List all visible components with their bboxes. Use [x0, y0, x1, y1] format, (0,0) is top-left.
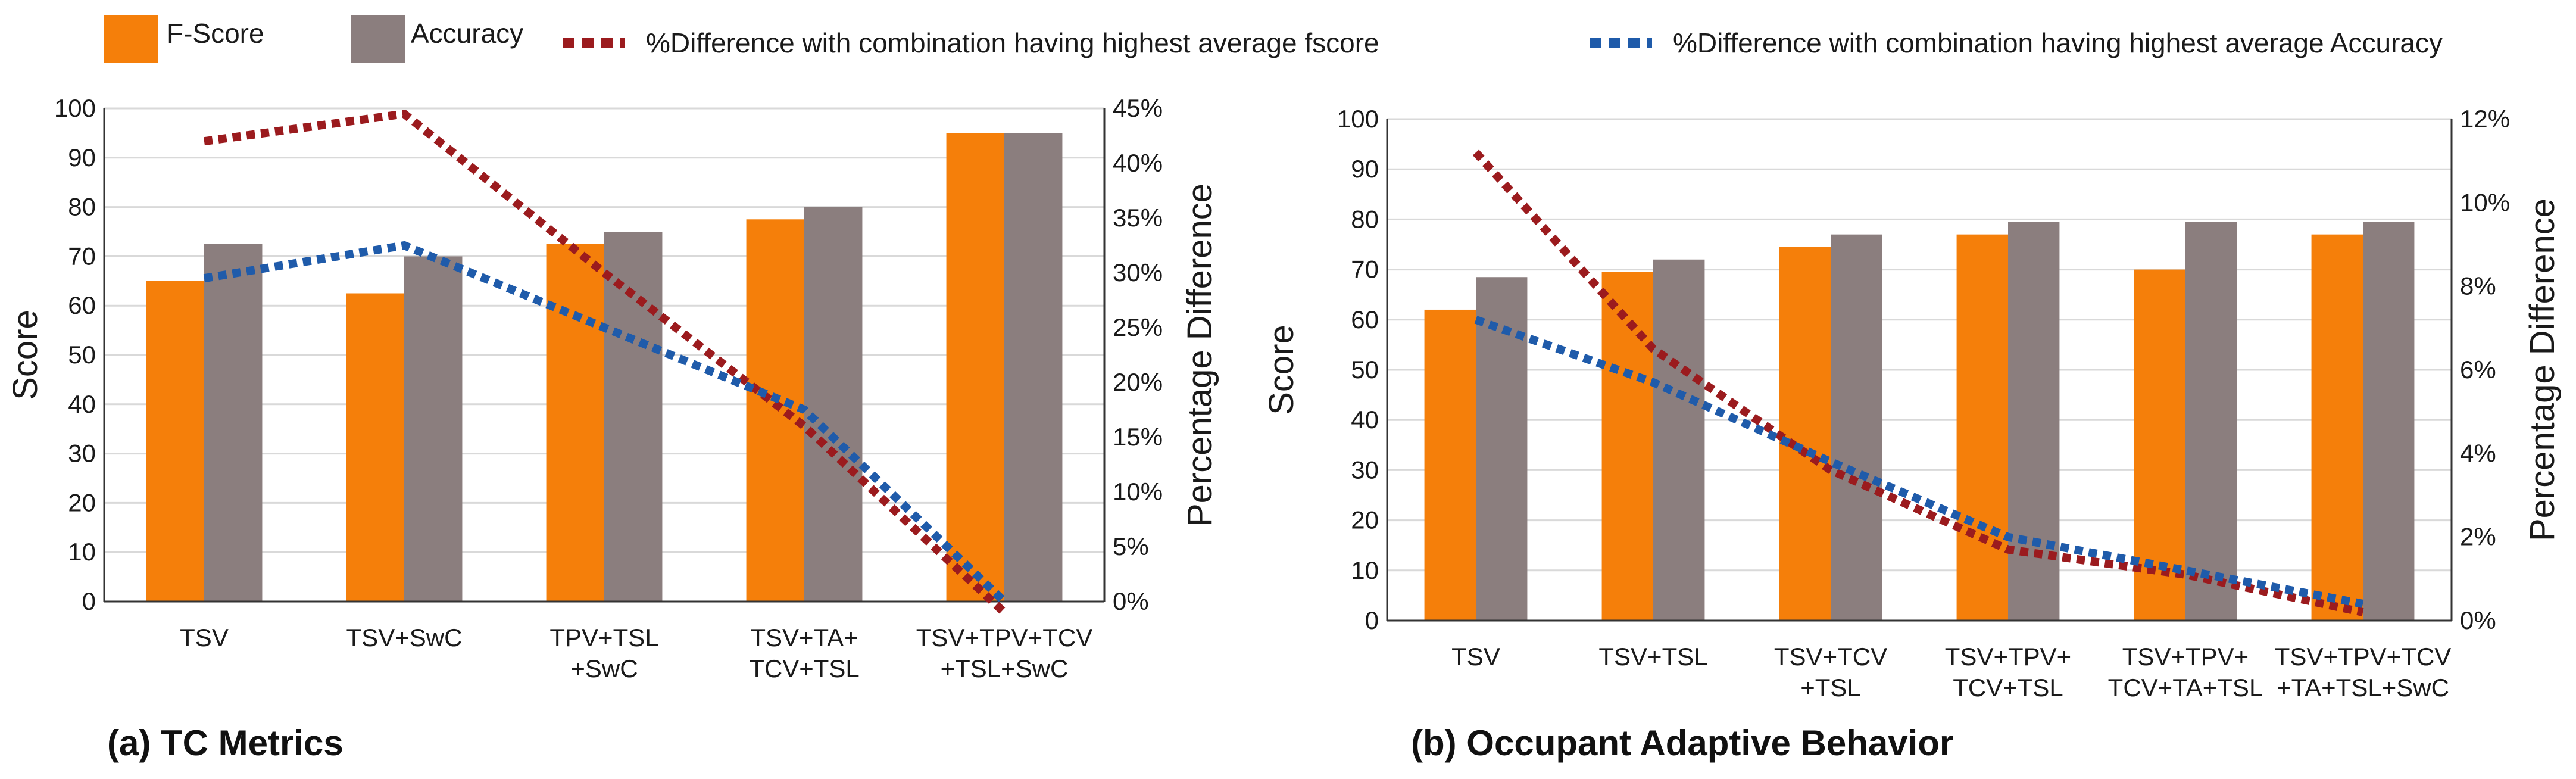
x-category-label: TCV+TSL	[749, 655, 860, 683]
bar-fscore	[1601, 272, 1653, 621]
bar-fscore	[346, 293, 404, 602]
y2-tick-label: 10%	[1113, 478, 1163, 506]
line-diff-accuracy	[203, 241, 1007, 605]
y2-tick-label: 2%	[2460, 523, 2496, 551]
legend-accuracy-label: Accuracy	[411, 18, 523, 49]
x-category-label: TSV+TSL	[1598, 643, 1707, 671]
y-tick-label: 0	[1365, 606, 1379, 634]
y-tick-label: 10	[68, 538, 96, 566]
x-category-label: TCV+TSL	[1953, 674, 2063, 702]
y-tick-label: 10	[1351, 556, 1379, 584]
bar-accuracy	[404, 256, 463, 602]
y-axis-title: Score	[1262, 325, 1301, 415]
legend-fscore-label: F-Score	[167, 18, 264, 49]
chart-occupant-adaptive-behavior: 0 10 20 30 40 50 60 70 80 90 100 0% 2% 4% 6% 8% 10% 12% TS…	[1262, 105, 2562, 702]
y2-tick-label: 40%	[1113, 149, 1163, 177]
bar-fscore	[546, 244, 604, 602]
y-tick-label: 90	[68, 144, 96, 172]
y-tick-label: 80	[1351, 205, 1379, 233]
y-tick-label: 100	[1337, 105, 1379, 133]
line-diff-accuracy	[1474, 316, 2364, 608]
y2-tick-label: 12%	[2460, 105, 2510, 133]
bar-accuracy	[1653, 259, 1705, 621]
y2-tick-label: 8%	[2460, 272, 2496, 300]
y-tick-label: 90	[1351, 155, 1379, 183]
caption-occupant-adaptive-behavior: (b) Occupant Adaptive Behavior	[1411, 723, 1953, 763]
y2-tick-label: 6%	[2460, 356, 2496, 384]
y-tick-label: 20	[1351, 506, 1379, 534]
bar-accuracy	[204, 244, 263, 602]
legend-diff-fscore-label: %Difference with combination having high…	[646, 27, 1379, 58]
x-category-label: +TSL+SwC	[941, 655, 1069, 683]
y2-tick-label: 20%	[1113, 368, 1163, 396]
bar-fscore	[746, 219, 804, 602]
bar-fscore	[946, 133, 1004, 602]
y2-tick-label: 10%	[2460, 188, 2510, 216]
x-category-label: TSV+TPV+TCV	[916, 624, 1092, 652]
y-tick-label: 0	[82, 587, 96, 615]
x-category-label: TCV+TA+TSL	[2108, 674, 2263, 702]
y2-tick-label: 35%	[1113, 204, 1163, 232]
line-diff-fscore	[204, 109, 1007, 616]
bar-accuracy	[604, 232, 663, 602]
line-diff-fscore	[1472, 149, 2364, 616]
x-category-label: TSV+TCV	[1774, 643, 1887, 671]
y-tick-label: 30	[1351, 456, 1379, 484]
y-tick-label: 60	[68, 291, 96, 319]
x-category-label: +TA+TSL+SwC	[2277, 674, 2449, 702]
x-category-label: TSV+TPV+	[1945, 643, 2071, 671]
bar-accuracy	[2363, 222, 2415, 621]
x-category-label: TSV	[1451, 643, 1500, 671]
y-tick-label: 40	[1351, 406, 1379, 434]
bar-accuracy	[2185, 222, 2237, 621]
x-category-label: TSV+TPV+	[2122, 643, 2249, 671]
y-tick-label: 50	[1351, 356, 1379, 384]
chart-tc-metrics: 0 10 20 30 40 50 60 70 80 90 100 0% 5% 10% 15% 20% 25% 30…	[6, 94, 1219, 683]
y2-tick-label: 0%	[1113, 587, 1149, 615]
y2-tick-label: 25%	[1113, 313, 1163, 341]
y2-tick-label: 30%	[1113, 258, 1163, 286]
y2-tick-label: 15%	[1113, 423, 1163, 451]
y-tick-label: 50	[68, 341, 96, 369]
y2-axis-title: Percentage Difference	[1181, 183, 1219, 526]
legend: F-Score Accuracy %Difference with combin…	[104, 15, 2443, 63]
x-category-label: TPV+TSL	[549, 624, 658, 652]
legend-fscore-swatch	[104, 15, 158, 63]
bar-accuracy	[1476, 277, 1528, 621]
y2-tick-label: 0%	[2460, 606, 2496, 634]
y-tick-label: 40	[68, 390, 96, 418]
y-tick-label: 30	[68, 440, 96, 468]
y-tick-label: 60	[1351, 306, 1379, 334]
legend-diff-accuracy-label: %Difference with combination having high…	[1673, 27, 2443, 58]
y-tick-label: 100	[54, 94, 96, 122]
bar-fscore	[1956, 234, 2008, 621]
bar-accuracy	[2008, 222, 2060, 621]
y-tick-label: 20	[68, 488, 96, 516]
x-category-label: TSV	[180, 624, 229, 652]
bar-fscore	[1779, 247, 1831, 621]
caption-tc-metrics: (a) TC Metrics	[107, 723, 344, 763]
bar-accuracy	[1831, 234, 1882, 621]
x-category-label: TSV+TA+	[750, 624, 858, 652]
y-axis-title: Score	[6, 310, 45, 400]
legend-accuracy-swatch	[351, 15, 405, 63]
y-tick-label: 80	[68, 193, 96, 221]
bar-accuracy	[1004, 133, 1063, 602]
y2-tick-label: 4%	[2460, 439, 2496, 467]
bar-fscore	[2311, 234, 2363, 621]
y-tick-label: 70	[68, 242, 96, 270]
bar-accuracy	[804, 207, 863, 602]
y-tick-label: 70	[1351, 255, 1379, 283]
y2-tick-label: 5%	[1113, 532, 1149, 560]
x-category-label: +SwC	[570, 655, 638, 683]
x-category-label: +TSL	[1800, 674, 1861, 702]
y2-axis-title: Percentage Difference	[2523, 198, 2562, 541]
bar-fscore	[146, 281, 204, 602]
x-category-label: TSV+TPV+TCV	[2275, 643, 2451, 671]
y2-tick-label: 45%	[1113, 94, 1163, 122]
bar-fscore	[1424, 309, 1476, 621]
x-category-label: TSV+SwC	[346, 624, 463, 652]
